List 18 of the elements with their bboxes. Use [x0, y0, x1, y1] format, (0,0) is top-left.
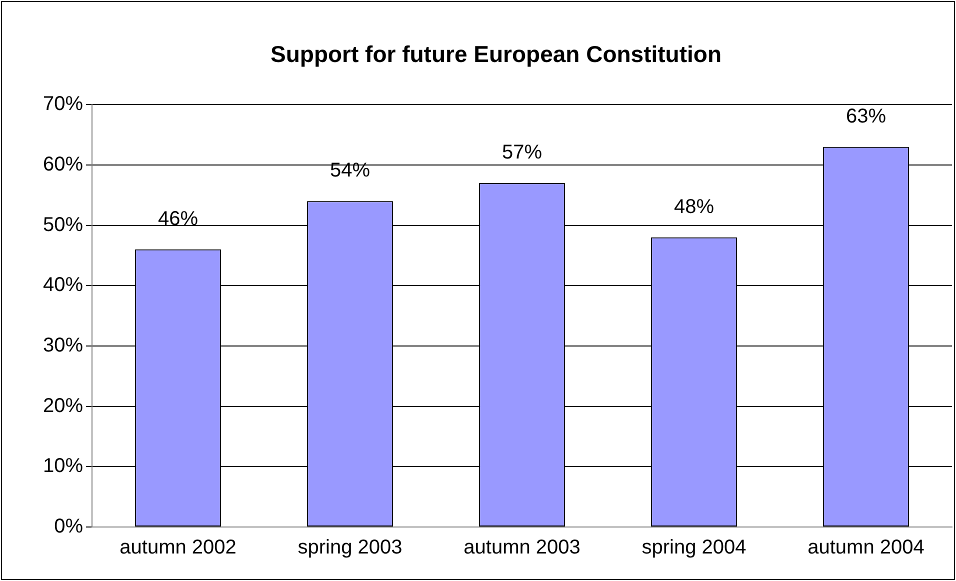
y-tick-label: 50%: [43, 214, 84, 236]
y-tick-label: 0%: [54, 516, 84, 538]
data-label: 46%: [158, 208, 198, 230]
x-tick-label: autumn 2004: [808, 536, 924, 559]
data-label: 48%: [674, 196, 714, 218]
x-tick-label: autumn 2003: [464, 536, 580, 559]
x-tick-label: autumn 2002: [120, 536, 236, 559]
data-label: 57%: [502, 142, 542, 164]
y-tick-label: 60%: [43, 153, 84, 176]
y-tick-label: 20%: [43, 394, 84, 417]
y-tick-label: 70%: [43, 93, 84, 116]
y-tick-label: 30%: [43, 334, 84, 356]
data-label: 63%: [846, 105, 886, 128]
x-tick-label: spring 2003: [298, 536, 402, 559]
x-tick-label: spring 2004: [642, 536, 746, 559]
y-tick-label: 40%: [43, 274, 84, 296]
y-tick-label: 10%: [43, 455, 84, 478]
chart-title: Support for future European Constitution: [270, 41, 722, 68]
